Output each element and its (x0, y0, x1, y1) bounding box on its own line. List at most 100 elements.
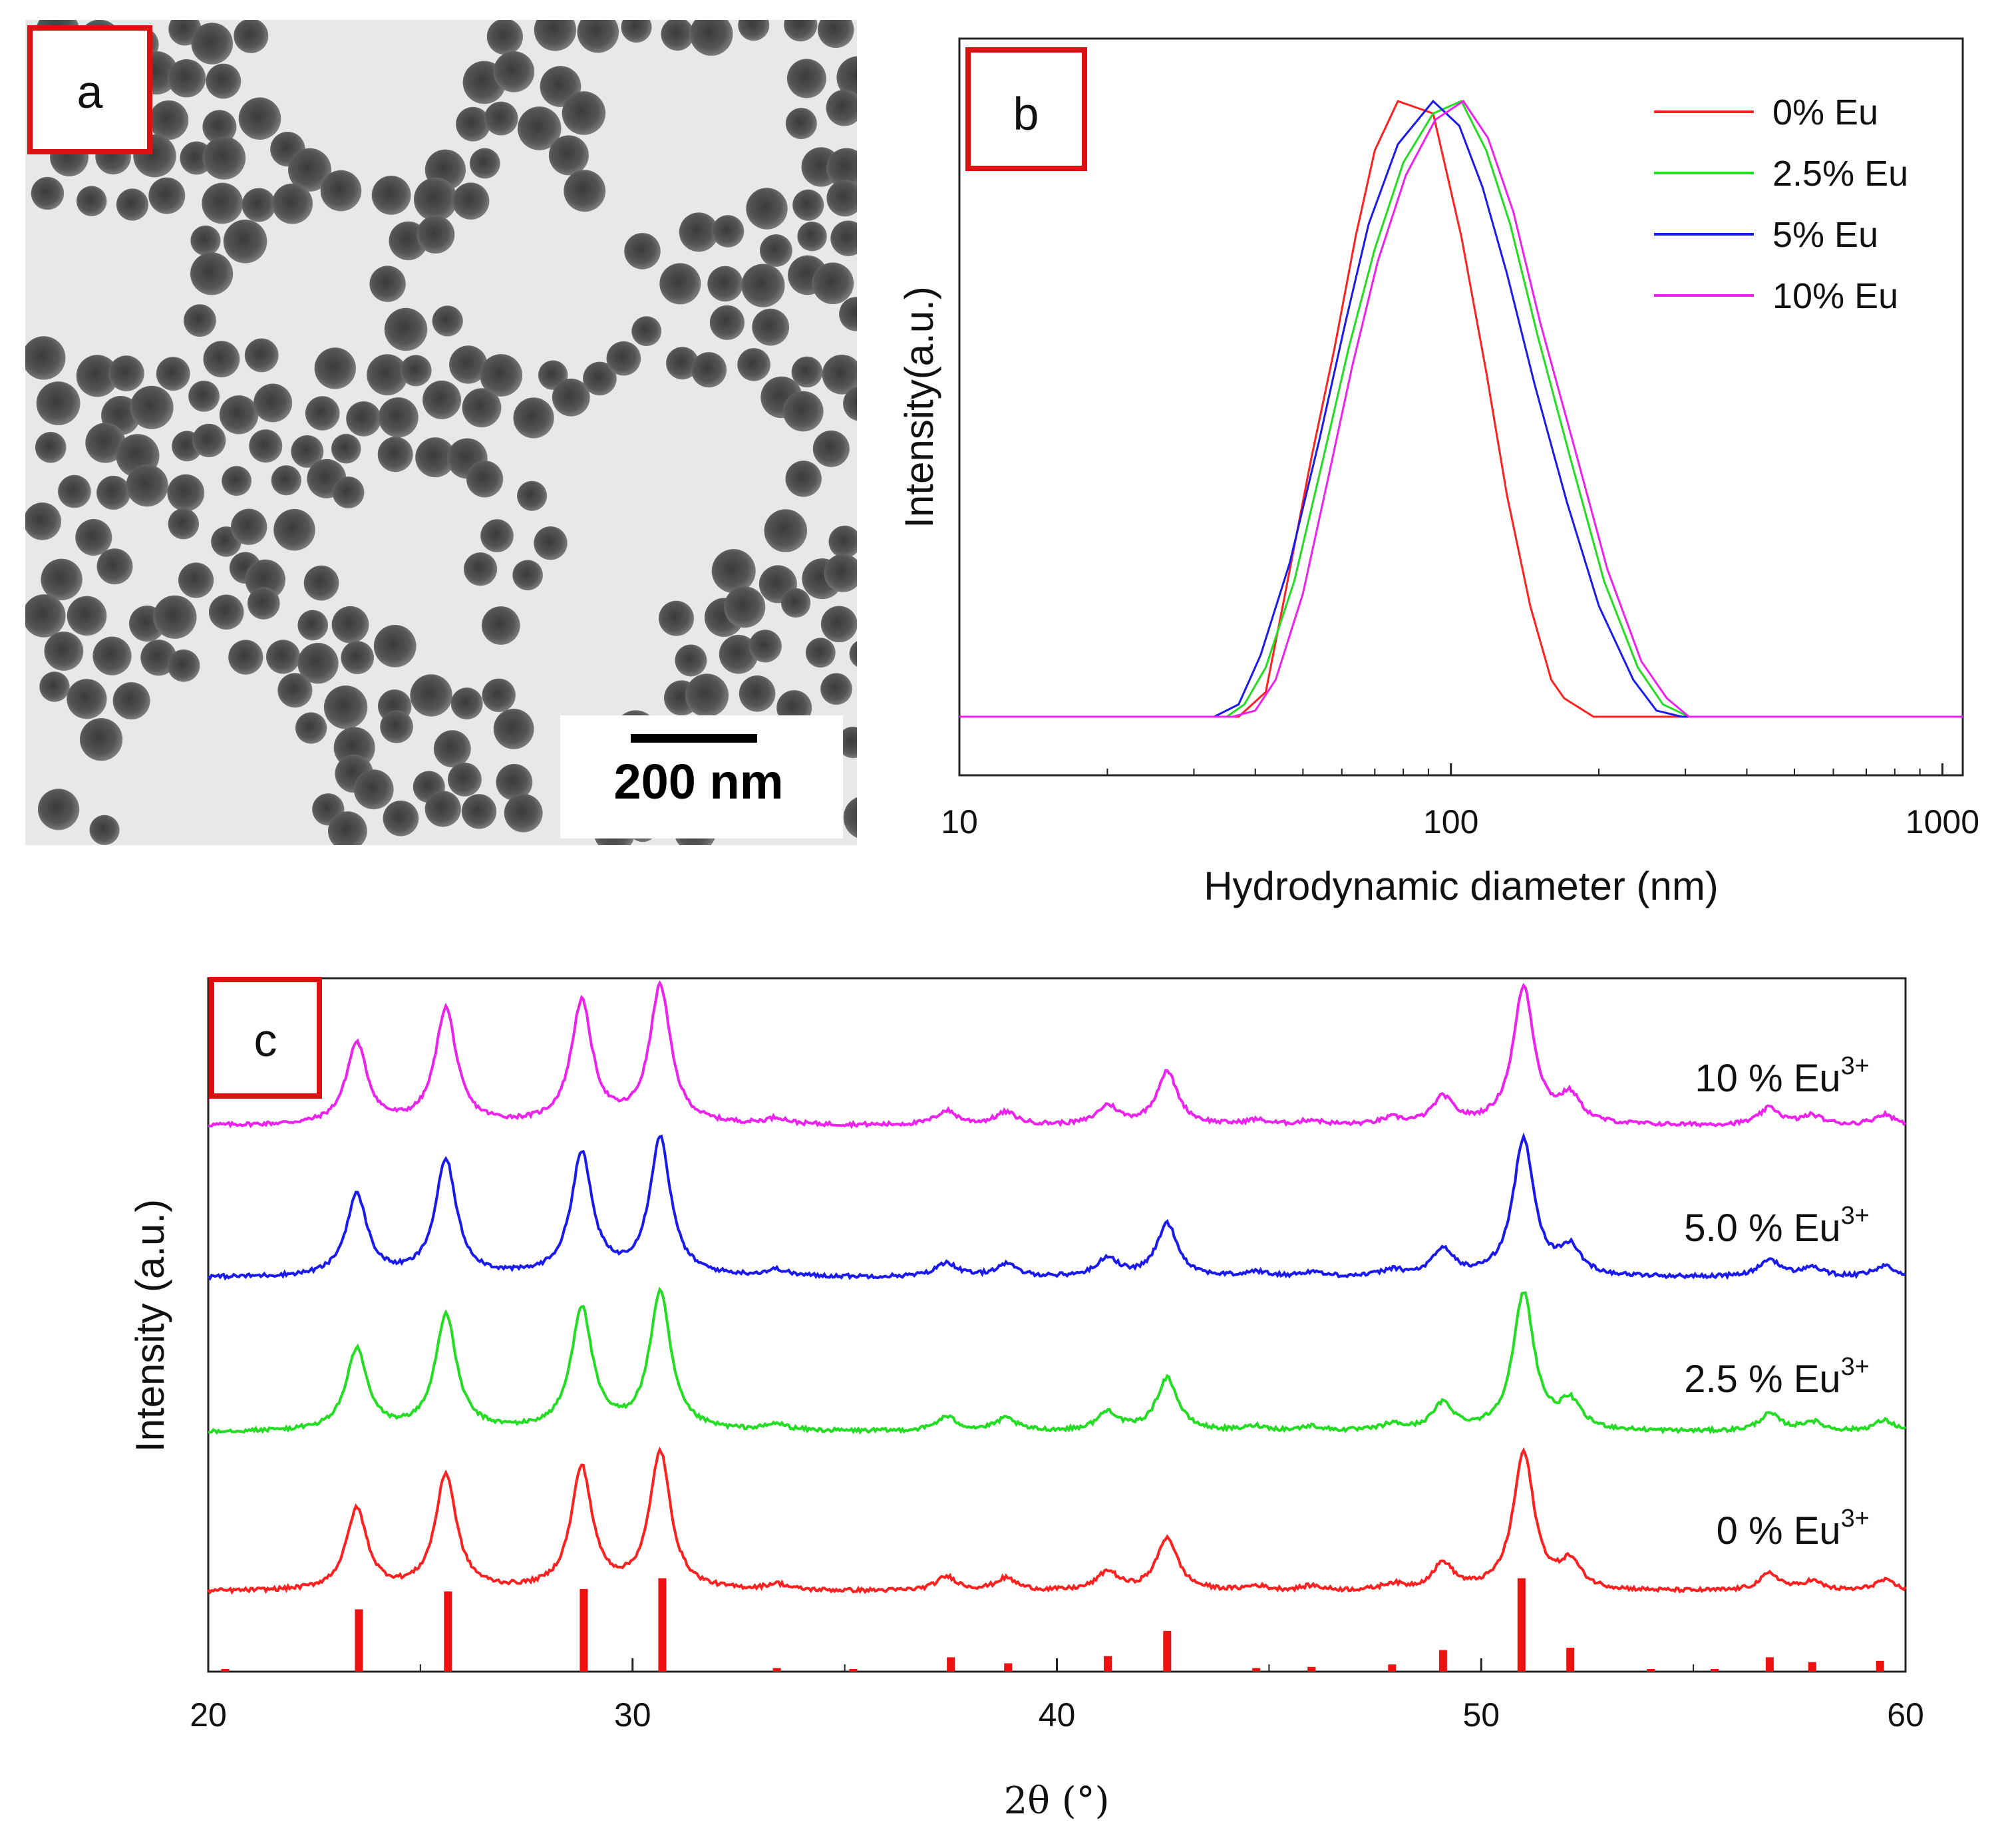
nanoparticle (450, 687, 483, 720)
nanoparticle (383, 801, 419, 836)
scale-bar (631, 734, 757, 743)
nanoparticle (303, 565, 339, 601)
nanoparticle (206, 63, 242, 99)
nanoparticle (449, 345, 488, 384)
panel-c-ylabel: Intensity (a.u.) (128, 1199, 172, 1452)
nanoparticle (190, 252, 234, 295)
reference-bar (1104, 1656, 1112, 1672)
nanoparticle (253, 383, 293, 423)
nanoparticle (328, 811, 367, 845)
nanoparticle (75, 519, 112, 556)
nanoparticle (167, 649, 200, 682)
nanoparticle (691, 352, 727, 388)
nanoparticle (711, 549, 756, 594)
panel-c-series-line (208, 1286, 1907, 1435)
nanoparticle (244, 338, 279, 373)
nanoparticle (493, 51, 535, 92)
nanoparticle (377, 437, 413, 472)
reference-bar (1765, 1657, 1774, 1672)
nanoparticle (484, 101, 518, 136)
panel-c: 20 30 40 50 60 10 % Eu3+ 5.0 % Eu3+ 2.5 % Eu3+… (128, 977, 1924, 1823)
nanoparticle (785, 108, 817, 140)
nanoparticle (208, 594, 244, 630)
panel-c-xtick-label: 30 (614, 1696, 651, 1734)
nanoparticle (464, 552, 498, 586)
nanoparticle (414, 177, 458, 222)
nanoparticle (836, 56, 857, 99)
reference-bar (772, 1668, 781, 1672)
nanoparticle (202, 110, 237, 144)
panel-b-series-line (959, 100, 1963, 718)
nanoparticle (784, 20, 818, 42)
nanoparticle (631, 316, 662, 347)
panel-c-xticks: 20 30 40 50 60 (190, 1658, 1924, 1734)
nanoparticle (826, 180, 857, 217)
nanoparticle (517, 106, 562, 150)
nanoparticle (288, 148, 331, 192)
nanoparticle (675, 644, 707, 677)
panel-a-label: a (77, 66, 103, 118)
nanoparticle (843, 386, 857, 421)
nanoparticle (77, 186, 107, 216)
panel-c-xtick-label: 60 (1887, 1696, 1924, 1734)
nanoparticle (266, 640, 301, 674)
nanoparticle (108, 355, 144, 391)
legend-label: 2.5% Eu (1772, 154, 1908, 194)
reference-bar (1163, 1630, 1172, 1672)
nanoparticle (781, 588, 811, 618)
nanoparticle (384, 307, 428, 351)
nanoparticle (112, 682, 150, 720)
nanoparticle (466, 461, 504, 498)
nanoparticle (219, 395, 259, 435)
nanoparticle (341, 641, 374, 674)
nanoparticle (624, 233, 661, 270)
nanoparticle (314, 347, 356, 389)
nanoparticle (481, 606, 520, 645)
nanoparticle (812, 430, 850, 467)
panel-b: 10 100 1000 b 0% Eu 2.5% Eu 5% Eu 10% Eu Inte… (897, 37, 1979, 908)
nanoparticle (353, 769, 394, 810)
nanoparticle (242, 188, 276, 222)
nanoparticle (305, 396, 340, 431)
nanoparticle (828, 525, 857, 558)
nanoparticle (25, 594, 66, 638)
reference-bar (658, 1578, 667, 1672)
reference-bar (355, 1609, 363, 1672)
nanoparticle (741, 264, 785, 307)
panel-b-xlabel: Hydrodynamic diameter (nm) (1204, 864, 1719, 908)
panel-b-xtick-label: 100 (1423, 803, 1478, 840)
nanoparticle (96, 475, 131, 510)
nanoparticle (422, 380, 462, 419)
reference-bar (1808, 1662, 1816, 1672)
nanoparticle (659, 600, 694, 636)
nanoparticle (248, 587, 280, 620)
nanoparticle (820, 673, 852, 705)
nanoparticle (323, 685, 368, 729)
nanoparticle (737, 348, 770, 381)
nanoparticle (156, 357, 190, 391)
nanoparticle (782, 391, 824, 432)
nanoparticle (480, 519, 514, 552)
scale-bar-label: 200 nm (613, 754, 783, 809)
nanoparticle (410, 674, 452, 717)
panel-c-series-label: 5.0 % Eu3+ (1684, 1202, 1870, 1250)
reference-bar (580, 1588, 588, 1672)
nanoparticle (202, 182, 244, 224)
nanoparticle (448, 763, 482, 797)
nanoparticle (707, 266, 743, 302)
nanoparticle (805, 638, 836, 668)
nanoparticle (272, 183, 313, 224)
panel-c-xtick-label: 20 (190, 1696, 227, 1734)
nanoparticle (130, 385, 174, 429)
panel-c-series-label-sup: 3+ (1841, 1202, 1870, 1230)
nanoparticle (297, 643, 339, 684)
nanoparticle (291, 435, 324, 468)
nanoparticle (38, 789, 80, 831)
nanoparticle (271, 465, 301, 496)
panel-c-series (207, 980, 1907, 1595)
nanoparticle (25, 502, 61, 540)
nanoparticle (738, 20, 770, 41)
nanoparticle (552, 378, 590, 417)
nanoparticle (222, 466, 251, 496)
